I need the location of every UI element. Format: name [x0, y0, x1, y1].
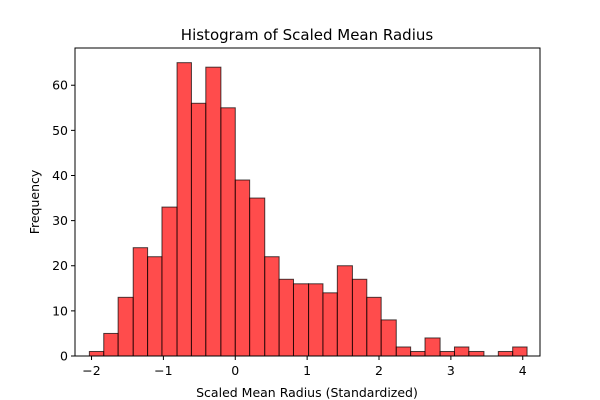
histogram-bar-1 — [103, 332, 119, 357]
y-tick-label: 0 — [60, 349, 68, 364]
histogram-bar-12 — [264, 256, 280, 357]
histogram-bar-17 — [336, 265, 353, 357]
x-tick-label: 3 — [447, 363, 455, 378]
histogram-bar-20 — [380, 319, 397, 357]
y-tick-label: 10 — [52, 303, 68, 318]
histogram-bar-8 — [205, 66, 222, 357]
histogram-bar-9 — [220, 107, 236, 357]
histogram-bar-11 — [249, 197, 266, 357]
histogram-bar-0 — [88, 350, 105, 357]
x-tick-label: 4 — [519, 363, 527, 378]
x-axis-label: Scaled Mean Radius (Standardized) — [196, 385, 418, 400]
bars-group — [88, 62, 528, 357]
histogram-bar-4 — [147, 256, 163, 357]
x-tick-label: 1 — [303, 363, 311, 378]
histogram-bar-14 — [292, 283, 310, 357]
histogram-bar-15 — [308, 283, 324, 357]
histogram-bar-24 — [439, 350, 455, 357]
x-tick-label: 0 — [231, 363, 239, 378]
chart-title: Histogram of Scaled Mean Radius — [181, 26, 434, 44]
histogram-bar-22 — [410, 350, 426, 357]
y-ticks-group: 0 10 20 30 40 50 60 — [52, 78, 75, 364]
histogram-bar-7 — [190, 102, 207, 357]
y-tick-label: 40 — [52, 168, 68, 183]
histogram-bar-13 — [278, 278, 294, 357]
x-tick-label: −1 — [154, 363, 172, 378]
y-tick-label: 60 — [52, 78, 68, 93]
histogram-bar-25 — [453, 346, 470, 357]
histogram-bar-19 — [366, 296, 382, 357]
histogram-bar-6 — [176, 62, 192, 357]
x-tick-label: 2 — [375, 363, 383, 378]
histogram-bar-21 — [395, 346, 412, 357]
histogram-bar-28 — [497, 350, 514, 357]
x-tick-label: −2 — [82, 363, 100, 378]
histogram-bar-29 — [512, 346, 528, 357]
histogram-bar-2 — [117, 296, 134, 357]
histogram-bar-10 — [234, 179, 251, 357]
histogram-bar-3 — [132, 247, 149, 357]
histogram-bar-18 — [351, 278, 368, 357]
histogram-bar-26 — [468, 350, 485, 357]
y-axis-label: Frequency — [27, 169, 42, 234]
histogram-bar-16 — [322, 292, 338, 357]
y-tick-label: 50 — [52, 123, 68, 138]
y-tick-label: 20 — [52, 258, 68, 273]
x-ticks-group: −2 −1 0 1 2 3 4 — [82, 356, 527, 378]
histogram-bar-5 — [161, 206, 178, 357]
y-tick-label: 30 — [52, 213, 68, 228]
histogram-bar-23 — [424, 337, 441, 357]
